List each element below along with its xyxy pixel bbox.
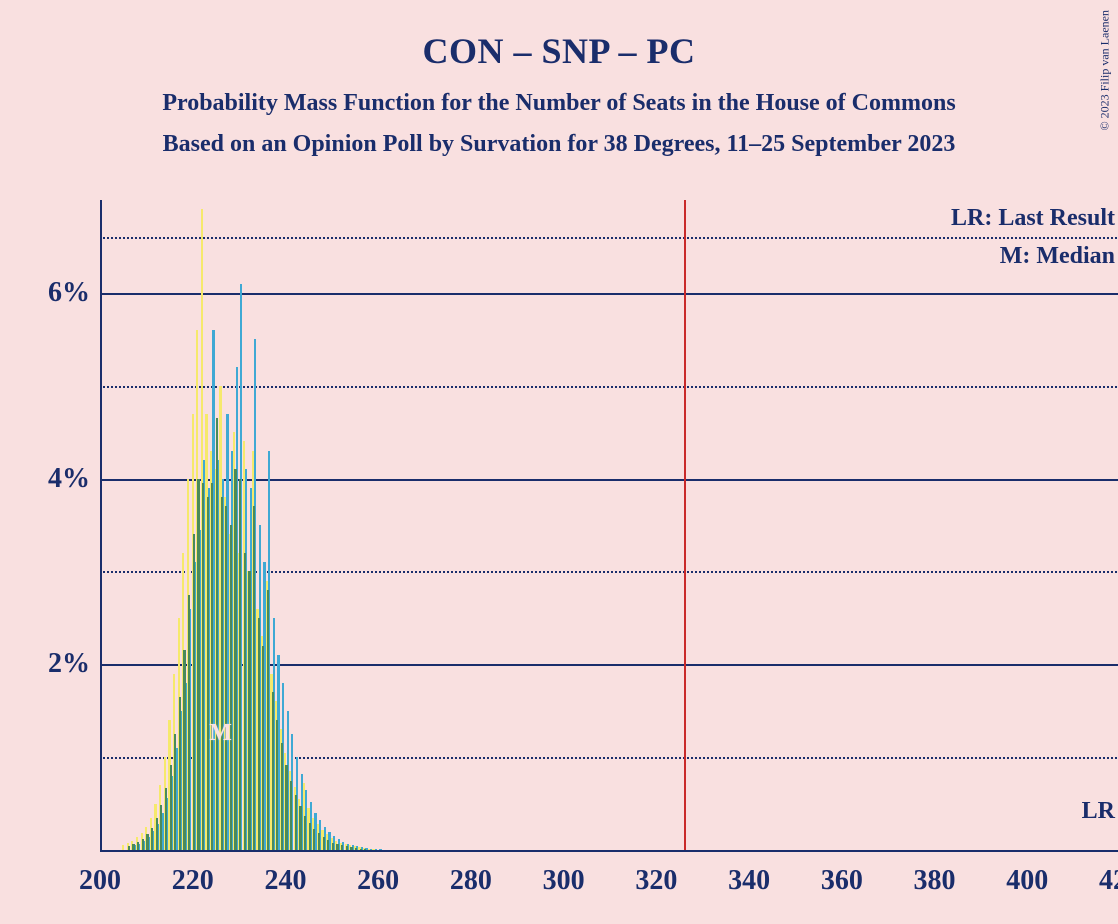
bar-green [346,846,348,850]
chart-subtitle-2: Based on an Opinion Poll by Survation fo… [0,131,1118,158]
lr-marker: LR [1082,798,1115,825]
bar-green [244,553,246,850]
bar-green [258,618,260,850]
bar-green [202,483,204,850]
bar-green [225,506,227,850]
x-tick-label: 400 [1006,865,1048,897]
x-tick-label: 300 [543,865,585,897]
pmf-chart: 2%4%6%2002202402602803003203403603804004… [100,200,1118,850]
chart-subtitle-1: Probability Mass Function for the Number… [0,90,1118,117]
bar-green [360,849,362,850]
bar-green [350,847,352,850]
bar-green [323,837,325,850]
y-tick-label: 2% [20,648,90,680]
grid-line [100,293,1118,295]
bar-green [313,829,315,850]
bar-blue [379,849,381,850]
bar-green [179,697,181,850]
bar-green [281,743,283,850]
bar-green [170,765,172,850]
chart-title: CON – SNP – PC [0,0,1118,72]
x-axis [100,850,1118,852]
bar-green [197,479,199,850]
bar-green [267,590,269,850]
bar-green [221,497,223,850]
bar-green [332,843,334,850]
x-tick-label: 260 [357,865,399,897]
bar-green [318,833,320,850]
bar-green [309,823,311,850]
x-tick-label: 280 [450,865,492,897]
copyright-text: © 2023 Filip van Laenen [1097,10,1112,130]
x-tick-label: 320 [635,865,677,897]
x-tick-label: 340 [728,865,770,897]
bar-green [304,816,306,850]
bar-green [253,506,255,850]
grid-line-minor [100,386,1118,388]
bar-green [230,525,232,850]
bar-blue [370,849,372,850]
bar-green [174,734,176,850]
x-tick-label: 200 [79,865,121,897]
bar-green [276,720,278,850]
bar-yellow [122,845,124,850]
bar-green [156,818,158,850]
x-tick-label: 380 [914,865,956,897]
bar-blue [375,849,377,850]
y-axis [100,200,102,850]
y-tick-label: 6% [20,277,90,309]
x-tick-label: 360 [821,865,863,897]
y-tick-label: 4% [20,463,90,495]
bar-green [151,828,153,850]
bar-green [193,534,195,850]
bar-green [341,845,343,850]
bar-green [146,834,148,850]
bar-green [248,571,250,850]
x-tick-label: 220 [172,865,214,897]
legend-last-result: LR: Last Result [951,205,1115,232]
x-tick-label: 420 [1099,865,1118,897]
bar-green [239,479,241,850]
bar-green [160,805,162,850]
legend-median: M: Median [1000,243,1115,270]
median-marker: M [209,720,232,747]
bar-green [128,846,130,850]
bar-green [183,650,185,850]
bar-green [132,844,134,850]
bar-green [188,595,190,850]
bar-green [355,848,357,850]
bar-green [137,842,139,850]
grid-line-minor [100,237,1118,239]
bar-green [285,765,287,850]
bar-green [211,483,213,850]
bar-green [216,418,218,850]
x-tick-label: 240 [264,865,306,897]
bar-green [207,497,209,850]
bar-green [165,788,167,850]
bar-green [295,795,297,850]
bar-green [234,469,236,850]
plot-area: 2%4%6%2002202402602803003203403603804004… [100,200,1118,850]
bar-green [142,839,144,850]
bar-green [272,692,274,850]
bar-green [327,840,329,850]
majority-line [684,200,686,850]
bar-green [364,849,366,850]
bar-green [262,646,264,850]
bar-green [299,806,301,850]
bar-green [290,781,292,850]
bar-green [336,844,338,850]
